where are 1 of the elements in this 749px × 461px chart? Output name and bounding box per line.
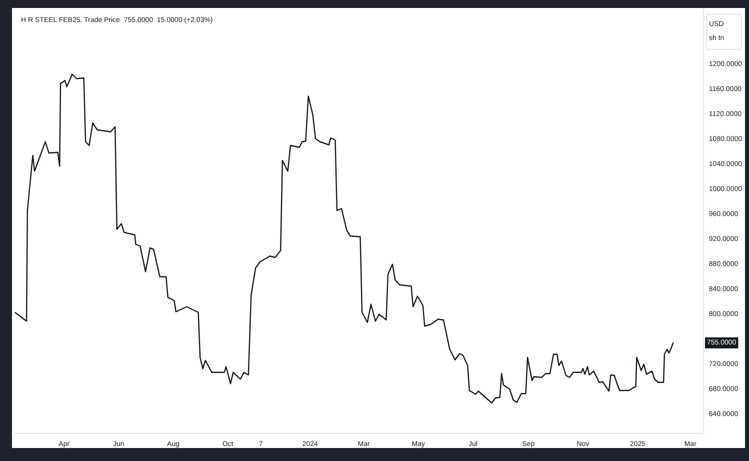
line-series [14, 74, 674, 404]
